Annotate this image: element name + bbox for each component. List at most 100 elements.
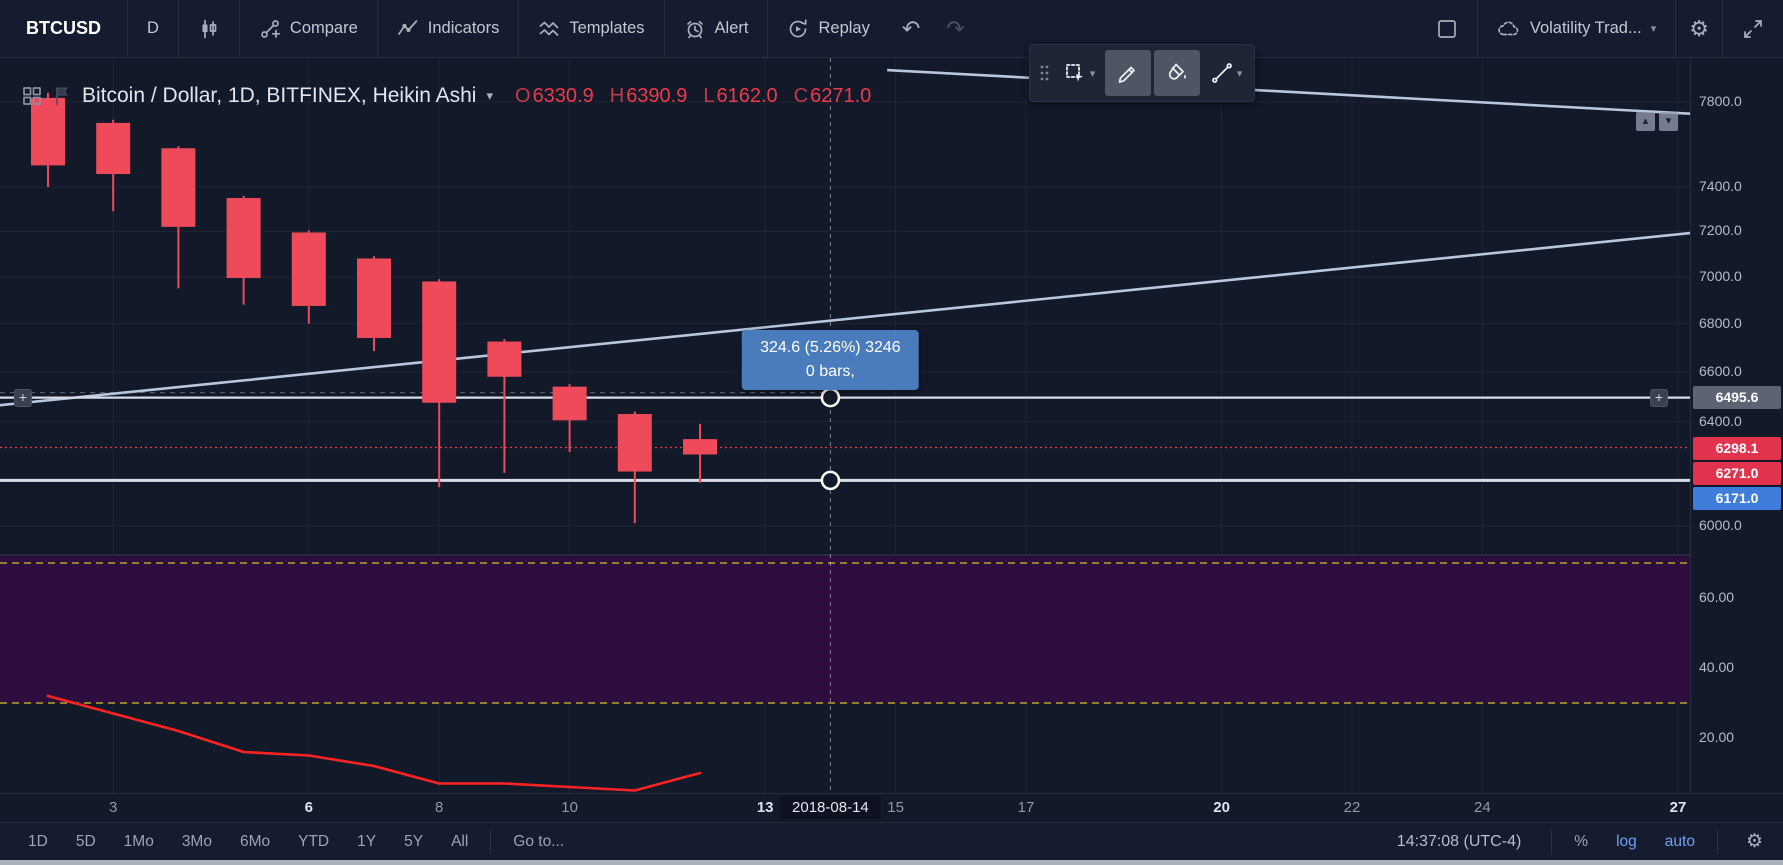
fullscreen-button[interactable]	[1723, 0, 1783, 58]
symbol-button[interactable]: BTCUSD	[26, 18, 101, 38]
chart-plot	[0, 58, 1690, 793]
replay-button[interactable]: Replay	[768, 0, 888, 58]
time-axis[interactable]: 2018-08-14 3 6 8 10 13 15 17 20 22 24 27	[0, 793, 1783, 822]
pencil-icon	[1118, 66, 1135, 83]
price-tick-label: 7400.0	[1699, 178, 1742, 195]
compare-button[interactable]: Compare	[240, 0, 377, 58]
alert-price-badge: 6298.1	[1693, 436, 1781, 460]
redo-button[interactable]: ↷	[946, 15, 965, 41]
range-1mo-button[interactable]: 1Mo	[123, 832, 154, 850]
pane-controls: ▴ ▾	[1636, 112, 1678, 131]
drawing-toolbar: ▾ ▾	[1029, 44, 1255, 102]
layout-name-label: Volatility Trad...	[1529, 19, 1642, 37]
crosshair-price-badge: 6171.0	[1693, 486, 1781, 510]
bottombar-right-group: 14:37:08 (UTC-4) % log auto ⚙	[1375, 829, 1783, 854]
separator	[663, 0, 665, 58]
paint-bucket-icon	[1168, 63, 1186, 80]
log-scale-button[interactable]: log	[1616, 832, 1637, 850]
topbar-right-group: Volatility Trad... ▾ ⚙	[1417, 0, 1783, 58]
chevron-down-icon[interactable]: ▾	[486, 88, 493, 103]
top-toolbar: BTCUSD D Compare Indicators	[0, 0, 1783, 58]
candle-body	[161, 148, 196, 227]
fill-tool-button[interactable]	[1154, 50, 1200, 96]
indicators-button[interactable]: Indicators	[378, 0, 519, 58]
range-5d-button[interactable]: 5D	[75, 832, 96, 850]
candle-body	[683, 439, 717, 455]
oscillator-tick-label: 60.00	[1699, 589, 1735, 605]
time-tick-label: 10	[561, 799, 578, 816]
grid-icon-glyph	[23, 87, 41, 105]
selection-tool-button[interactable]: ▾	[1056, 50, 1102, 96]
price-axis[interactable]: 6495.6 6298.1 6271.0 6171.0 7800.0 7400.0…	[1690, 58, 1783, 793]
toolbar-drag-handle[interactable]	[1035, 51, 1053, 95]
measure-endpoint[interactable]	[820, 470, 841, 491]
candle-body	[487, 341, 522, 377]
range-5y-button[interactable]: 5Y	[404, 832, 424, 850]
chart-title[interactable]: Bitcoin / Dollar, 1D, BITFINEX, Heikin A…	[82, 84, 477, 107]
templates-icon	[539, 21, 559, 36]
measure-endpoint[interactable]	[820, 387, 841, 408]
layout-box-button[interactable]	[1417, 0, 1477, 58]
grid-icon[interactable]	[22, 86, 42, 106]
flag-icon[interactable]	[52, 85, 72, 107]
time-tick-label: 15	[887, 799, 904, 816]
alert-button[interactable]: Alert	[665, 0, 768, 58]
time-tick-label: 22	[1343, 799, 1361, 816]
auto-scale-button[interactable]: auto	[1664, 832, 1695, 850]
line-tool-button[interactable]: ▾	[1203, 50, 1249, 96]
separator	[490, 829, 492, 854]
separator	[1675, 0, 1677, 58]
chart-legend: Bitcoin / Dollar, 1D, BITFINEX, Heikin A…	[22, 84, 871, 108]
settings-gear-icon[interactable]: ⚙	[1689, 15, 1709, 41]
interval-button[interactable]: D	[147, 19, 159, 37]
undo-button[interactable]: ↶	[901, 15, 921, 41]
oscillator-line	[46, 694, 702, 792]
range-ytd-button[interactable]: YTD	[298, 832, 330, 850]
line-extend-handle-left[interactable]: +	[14, 388, 32, 407]
draw-tool-button[interactable]	[1105, 50, 1151, 96]
replay-icon	[790, 18, 808, 37]
line-price-badge: 6495.6	[1693, 385, 1781, 409]
goto-button[interactable]: Go to...	[513, 832, 565, 850]
compare-label: Compare	[289, 19, 358, 37]
time-tick-label: 17	[1017, 799, 1035, 816]
ohlc-close: C 6271.0	[793, 84, 872, 107]
chart-area[interactable]: Bitcoin / Dollar, 1D, BITFINEX, Heikin A…	[0, 58, 1690, 793]
pane-up-button[interactable]: ▴	[1636, 112, 1655, 131]
selection-icon	[1065, 64, 1083, 82]
scrollbar[interactable]	[0, 860, 1783, 865]
alert-label: Alert	[714, 19, 749, 37]
percent-scale-button[interactable]: %	[1574, 832, 1589, 850]
trend-line-upper[interactable]	[887, 68, 1690, 115]
time-tick-label: 8	[435, 799, 444, 816]
time-tick-label: 20	[1213, 799, 1230, 816]
indicators-label: Indicators	[427, 19, 500, 37]
indicators-icon	[397, 19, 418, 35]
price-tick-label: 6600.0	[1699, 362, 1742, 379]
time-tick-label: 3	[109, 799, 118, 816]
ohlc-high: H 6390.9	[609, 84, 688, 107]
range-all-button[interactable]: All	[451, 832, 469, 850]
line-extend-handle-right[interactable]: +	[1650, 388, 1668, 407]
price-tick-label: 7200.0	[1699, 222, 1742, 239]
pane-down-button[interactable]: ▾	[1659, 112, 1678, 131]
price-tick-label: 6800.0	[1699, 314, 1742, 331]
templates-label: Templates	[569, 19, 645, 37]
scale-settings-gear-icon[interactable]: ⚙	[1745, 831, 1763, 852]
range-1y-button[interactable]: 1Y	[357, 832, 377, 850]
cloud-layout-button[interactable]: Volatility Trad... ▾	[1478, 0, 1675, 58]
chart-style-button[interactable]	[179, 0, 239, 58]
templates-button[interactable]: Templates	[519, 0, 663, 58]
candle-body	[31, 97, 65, 166]
chevron-down-icon: ▾	[1236, 67, 1243, 80]
clock-label[interactable]: 14:37:08 (UTC-4)	[1396, 832, 1522, 850]
range-3mo-button[interactable]: 3Mo	[181, 832, 212, 850]
measure-tooltip-line2: 0 bars,	[805, 363, 855, 380]
candle-body	[422, 281, 457, 403]
price-tick-label: 6400.0	[1699, 412, 1742, 429]
trend-line-rising[interactable]	[0, 231, 1690, 407]
separator	[127, 0, 128, 58]
range-1d-button[interactable]: 1D	[28, 832, 48, 850]
range-6mo-button[interactable]: 6Mo	[239, 832, 271, 850]
